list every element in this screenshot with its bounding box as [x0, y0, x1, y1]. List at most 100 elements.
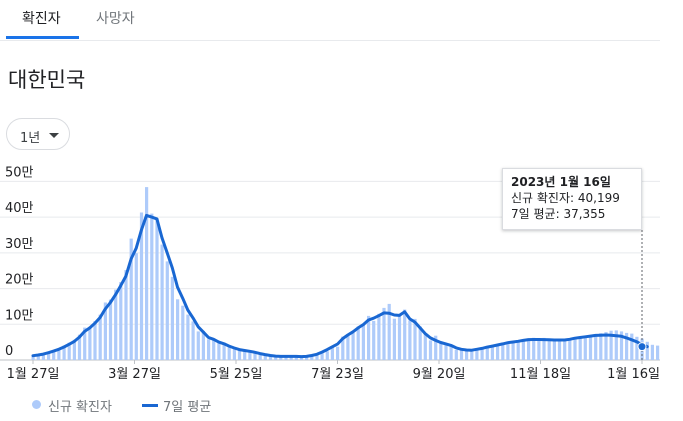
- x-tick-label: 1월 16일: [607, 367, 660, 382]
- bar: [336, 346, 340, 360]
- bar: [506, 342, 510, 360]
- bar: [77, 334, 82, 360]
- bar: [413, 318, 417, 360]
- bar: [532, 337, 536, 360]
- y-axis-ticks: 0 10만 20만 30만 40만 50만: [5, 165, 34, 359]
- bar: [645, 341, 649, 360]
- tooltip-avg-row: 7일 평균: 37,355: [511, 207, 606, 221]
- bar: [552, 338, 556, 360]
- bar: [351, 332, 355, 360]
- period-select[interactable]: 1년: [6, 118, 70, 150]
- tooltip-date: 2023년 1월 16일: [511, 175, 611, 189]
- bar: [237, 349, 242, 360]
- chevron-down-icon: [49, 133, 59, 138]
- bar: [527, 339, 531, 360]
- bar: [114, 289, 118, 360]
- bar: [217, 341, 221, 360]
- bar: [609, 330, 613, 360]
- legend-line-icon: [142, 404, 158, 407]
- bar: [268, 355, 273, 360]
- bar: [320, 352, 324, 361]
- data-tooltip: 2023년 1월 16일 신규 확진자: 40,199 7일 평균: 37,35…: [502, 168, 642, 230]
- tooltip-avg-value: 37,355: [563, 207, 606, 221]
- bar: [496, 345, 500, 360]
- bar: [119, 282, 123, 360]
- y-tick-label: 40만: [5, 201, 34, 216]
- hover-point: [637, 342, 647, 352]
- bar: [583, 336, 587, 360]
- bar: [165, 261, 169, 360]
- bar: [72, 339, 76, 361]
- legend-cases-label: 신규 확진자: [48, 400, 112, 415]
- bar: [361, 324, 365, 360]
- tooltip-cases-row: 신규 확진자: 40,199: [511, 191, 620, 205]
- bar: [279, 356, 283, 360]
- bar: [310, 356, 314, 360]
- bar: [650, 344, 654, 360]
- bar: [470, 350, 474, 360]
- bar: [428, 340, 433, 360]
- bar: [258, 353, 262, 360]
- bar: [160, 244, 164, 360]
- bar: [108, 299, 113, 360]
- bar: [418, 326, 422, 360]
- bar: [588, 336, 593, 360]
- bar: [232, 348, 236, 360]
- bar: [207, 339, 211, 360]
- bar: [325, 351, 329, 360]
- bar: [490, 346, 494, 360]
- bar: [372, 320, 376, 360]
- hover-marker: [637, 230, 647, 360]
- tab-deaths[interactable]: 사망자: [96, 11, 135, 27]
- bar: [150, 213, 154, 360]
- bar: [129, 238, 133, 360]
- bar: [557, 339, 562, 360]
- bar: [408, 320, 412, 360]
- x-tick-label: 11월 18일: [510, 367, 571, 382]
- bar: [299, 357, 304, 360]
- bar: [289, 356, 293, 360]
- bar: [31, 354, 35, 360]
- bar: [475, 348, 479, 360]
- daily-cases-bars: [31, 187, 660, 361]
- y-tick-label: 10만: [5, 308, 34, 323]
- bar: [36, 354, 40, 360]
- bar: [547, 338, 551, 360]
- bar: [330, 347, 334, 360]
- bar: [573, 338, 577, 360]
- bar: [196, 331, 200, 360]
- bar: [274, 356, 278, 360]
- bar: [134, 253, 138, 360]
- bar: [294, 356, 298, 360]
- tooltip-cases-label: 신규 확진자: [511, 191, 571, 205]
- bar: [537, 338, 541, 360]
- bar: [47, 351, 51, 360]
- bar: [604, 332, 608, 360]
- bar: [511, 342, 515, 360]
- bar: [465, 349, 469, 360]
- bar: [88, 326, 92, 360]
- bar: [181, 305, 185, 360]
- bar: [387, 303, 391, 360]
- bar: [83, 327, 87, 360]
- x-tick-label: 7월 23일: [311, 367, 364, 382]
- legend-avg-label: 7일 평균: [163, 400, 212, 415]
- bar: [284, 356, 288, 360]
- tab-confirmed-cases[interactable]: 확진자: [22, 11, 61, 27]
- bar: [253, 351, 257, 360]
- bar: [341, 336, 345, 360]
- bar: [186, 314, 190, 360]
- bar: [480, 347, 484, 360]
- tab-bar: 확진자 사망자: [0, 0, 660, 41]
- bar: [454, 350, 458, 360]
- bar: [377, 313, 381, 361]
- x-tick-label: 1월 27일: [7, 367, 60, 382]
- x-tick-label: 5월 25일: [210, 367, 263, 382]
- y-tick-label: 20만: [5, 273, 34, 288]
- bar: [248, 350, 252, 360]
- bar: [578, 337, 582, 360]
- bar: [521, 339, 525, 360]
- bar: [501, 344, 505, 360]
- bar: [139, 212, 144, 360]
